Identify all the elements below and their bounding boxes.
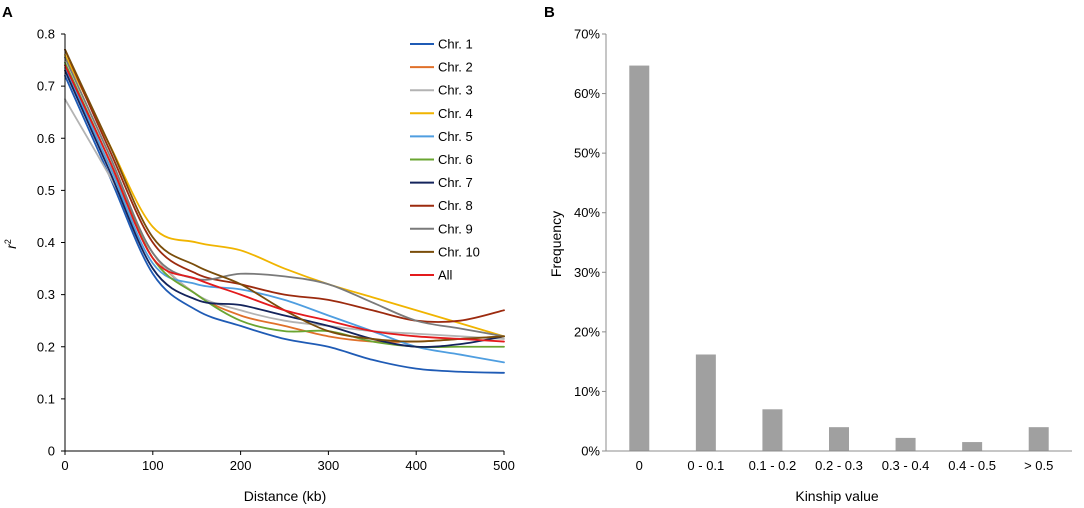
panel-a-y-tick-label: 0.4 bbox=[37, 235, 55, 250]
legend-label: Chr. 10 bbox=[438, 244, 480, 259]
legend-label: Chr. 5 bbox=[438, 129, 473, 144]
legend-label: Chr. 3 bbox=[438, 83, 473, 98]
legend-item: Chr. 1 bbox=[410, 37, 473, 52]
panel-b-y-ticks: 0% 10% 20% 30% 40% 50% 60% 70% bbox=[574, 27, 606, 459]
bar-4 bbox=[829, 427, 849, 451]
series-line-chr-8 bbox=[64, 48, 505, 323]
legend-item: All bbox=[410, 268, 453, 283]
panel-a-x-ticks: 0 100 200 300 400 500 bbox=[61, 451, 515, 473]
panel-a-y-tick-label: 0 bbox=[48, 444, 55, 459]
panel-b-y-tick-label: 60% bbox=[574, 86, 600, 101]
panel-a-y-tick-label: 0.5 bbox=[37, 183, 55, 198]
legend-item: Chr. 10 bbox=[410, 244, 480, 259]
legend-label: Chr. 8 bbox=[438, 198, 473, 213]
panel-a-series-lines bbox=[64, 48, 505, 374]
panel-a-x-tick-label: 0 bbox=[61, 458, 68, 473]
bar-5 bbox=[895, 437, 916, 451]
panel-a-x-tick-label: 100 bbox=[142, 458, 164, 473]
panel-a-y-tick-label: 0.1 bbox=[37, 391, 55, 406]
legend-item: Chr. 2 bbox=[410, 60, 473, 75]
legend-item: Chr. 3 bbox=[410, 83, 473, 98]
panel-b-y-tick-label: 0% bbox=[581, 444, 600, 459]
panel-a-label: A bbox=[2, 4, 13, 21]
panel-a-x-tick-label: 500 bbox=[493, 458, 515, 473]
panel-b-bars bbox=[629, 65, 1049, 451]
panel-b-y-tick-label: 20% bbox=[574, 324, 600, 339]
panel-b-x-tick-label: 0.2 - 0.3 bbox=[815, 458, 863, 473]
panel-a-x-axis-label: Distance (kb) bbox=[244, 488, 326, 504]
legend-label: Chr. 1 bbox=[438, 37, 473, 52]
legend-item: Chr. 8 bbox=[410, 198, 473, 213]
panel-b-x-tick-label: > 0.5 bbox=[1024, 458, 1053, 473]
panel-b-x-tick-label: 0 - 0.1 bbox=[687, 458, 724, 473]
panel-b-x-tick-label: 0.4 - 0.5 bbox=[948, 458, 996, 473]
legend-item: Chr. 6 bbox=[410, 152, 473, 167]
panel-b-label: B bbox=[544, 4, 555, 21]
legend-label: Chr. 4 bbox=[438, 106, 473, 121]
panel-b-y-tick-label: 40% bbox=[574, 205, 600, 220]
legend-item: Chr. 7 bbox=[410, 175, 473, 190]
panel-b-y-axis-label: Frequency bbox=[548, 211, 564, 277]
series-line-chr-10 bbox=[64, 48, 505, 343]
panel-b-y-tick-label: 10% bbox=[574, 384, 600, 399]
legend-label: Chr. 7 bbox=[438, 175, 473, 190]
panel-b-x-tick-label: 0 bbox=[636, 458, 643, 473]
bar-1 bbox=[629, 65, 650, 451]
series-line-chr-5 bbox=[64, 66, 505, 364]
legend-label: Chr. 9 bbox=[438, 221, 473, 236]
panel-b-x-tick-labels: 0 0 - 0.1 0.1 - 0.2 0.2 - 0.3 0.3 - 0.4 0.4 -… bbox=[636, 458, 1054, 473]
bar-7 bbox=[1028, 427, 1049, 451]
series-line-chr-1 bbox=[64, 74, 505, 374]
legend-item: Chr. 4 bbox=[410, 106, 473, 121]
bar-3 bbox=[762, 409, 783, 451]
legend-label: Chr. 2 bbox=[438, 60, 473, 75]
series-line-chr-4 bbox=[64, 53, 505, 338]
panel-b-y-tick-label: 30% bbox=[574, 265, 600, 280]
series-line-chr-7 bbox=[64, 69, 505, 348]
panel-a-y-tick-label: 0.2 bbox=[37, 339, 55, 354]
legend-label: Chr. 6 bbox=[438, 152, 473, 167]
panel-b-y-tick-label: 70% bbox=[574, 27, 600, 42]
legend-label: All bbox=[438, 268, 453, 283]
panel-b-x-axis-label: Kinship value bbox=[795, 488, 878, 504]
panel-b-x-tick-label: 0.3 - 0.4 bbox=[882, 458, 930, 473]
legend-item: Chr. 9 bbox=[410, 221, 473, 236]
bar-2 bbox=[695, 354, 716, 451]
panel-a-y-tick-label: 0.6 bbox=[37, 131, 55, 146]
series-line-all bbox=[64, 64, 505, 343]
panel-a-line-chart: A 0 0.1 0.2 0.3 0.4 0.5 0.6 0.7 0.8 0 100 200 300 40… bbox=[2, 4, 515, 504]
legend-item: Chr. 5 bbox=[410, 129, 473, 144]
panel-a-y-tick-label: 0.7 bbox=[37, 79, 55, 94]
panel-a-x-tick-label: 200 bbox=[230, 458, 252, 473]
panel-b-y-tick-label: 50% bbox=[574, 146, 600, 161]
panel-b-x-tick-label: 0.1 - 0.2 bbox=[749, 458, 797, 473]
panel-b-bar-chart: B 0% 10% 20% 30% 40% 50% 60% 70% 0 0 - 0.1 0.1 - … bbox=[544, 4, 1072, 504]
bar-6 bbox=[962, 442, 983, 451]
panel-a-y-axis-label-superscript: 2 bbox=[3, 239, 13, 244]
series-line-chr-9 bbox=[64, 56, 505, 338]
panel-a-y-axis-label-base: r bbox=[3, 243, 19, 249]
panel-a-y-tick-label: 0.8 bbox=[37, 27, 55, 42]
panel-a-legend: Chr. 1 Chr. 2 Chr. 3 Chr. 4 Chr. 5 Chr. 6 Chr.… bbox=[410, 37, 480, 283]
panel-a-x-tick-label: 300 bbox=[318, 458, 340, 473]
panel-a-y-ticks: 0 0.1 0.2 0.3 0.4 0.5 0.6 0.7 0.8 bbox=[37, 27, 65, 459]
panel-a-y-tick-label: 0.3 bbox=[37, 287, 55, 302]
panel-a-y-axis-label: r2 bbox=[3, 239, 19, 249]
panel-a-x-tick-label: 400 bbox=[405, 458, 427, 473]
